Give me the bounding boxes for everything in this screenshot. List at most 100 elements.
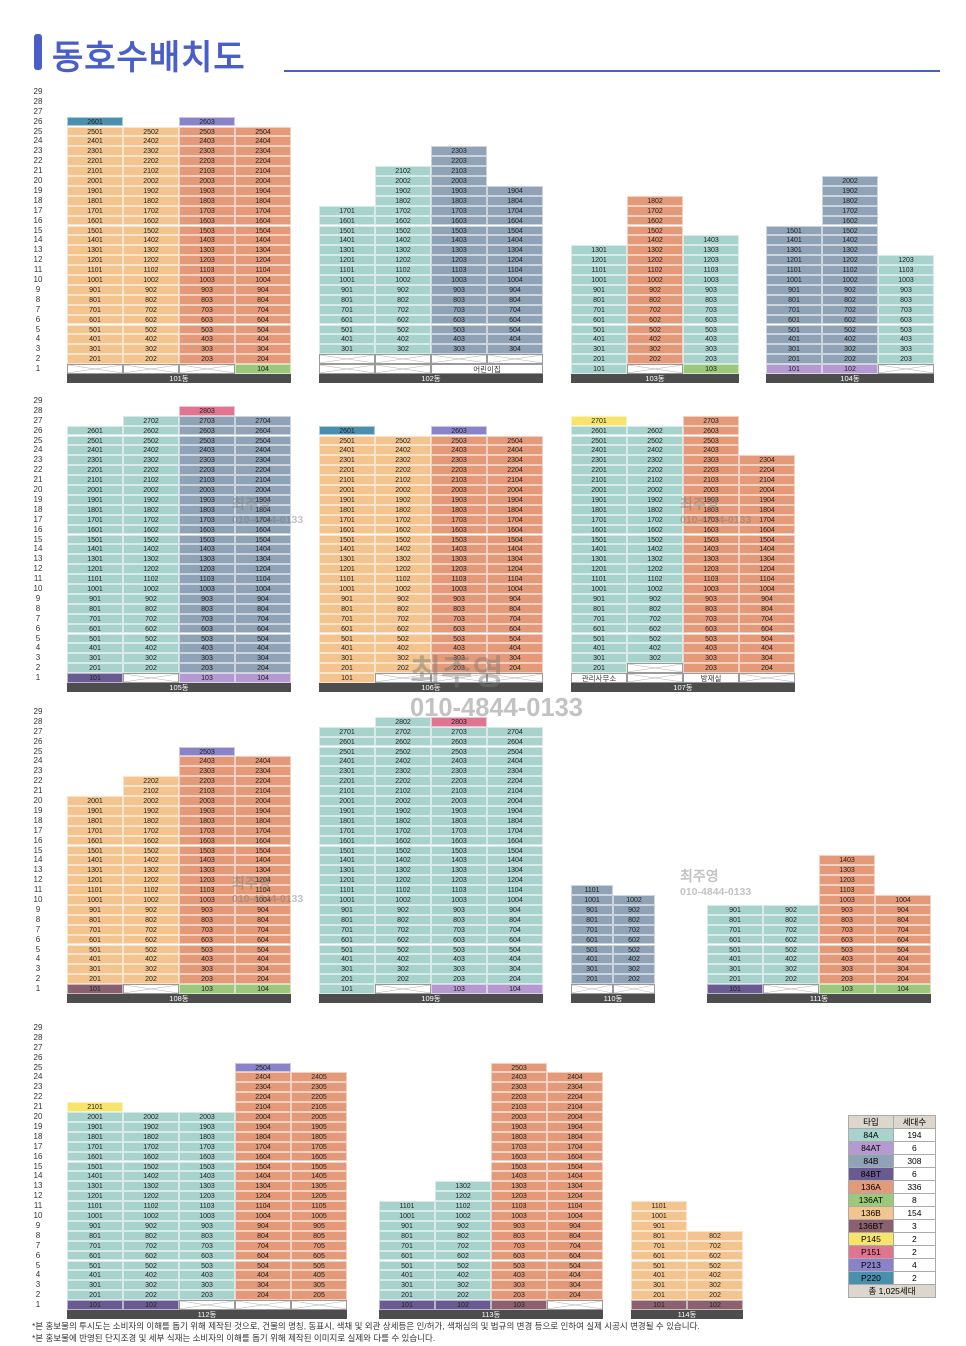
unit-cell: 1004	[487, 275, 543, 285]
unit-cell: 901	[631, 1220, 687, 1231]
floor-number: 17	[33, 514, 43, 524]
unit-cell: 702	[123, 613, 179, 624]
legend-count: 2	[892, 1245, 937, 1259]
unit-cell: 901	[67, 593, 123, 604]
unit-cell: 1702	[375, 514, 431, 525]
unit-cell: 101	[379, 1300, 435, 1310]
unit-cell: 703	[179, 613, 235, 624]
floor-number: 3	[35, 344, 41, 354]
unit-cell: 2602	[627, 425, 683, 436]
unit-cell: 1801	[67, 504, 123, 515]
floor-number: 19	[33, 185, 43, 195]
unit-cell: 1002	[627, 275, 683, 285]
floor-number: 20	[33, 796, 43, 805]
unit-cell: 401	[319, 334, 375, 345]
unit-cell: 1804	[487, 815, 543, 826]
unit-cell: 403	[431, 954, 487, 965]
unit-cell: 1703	[683, 514, 739, 525]
unit-cell: 201	[379, 1290, 435, 1301]
unit-cell: 203	[491, 1290, 547, 1301]
unit-cell: 2104	[235, 786, 291, 796]
unit-cell: 301	[319, 344, 375, 355]
unit-cell: 1901	[67, 185, 123, 196]
floor-number: 28	[33, 1032, 43, 1042]
unit-cell: 1804	[739, 504, 795, 515]
unit-cell: 303	[431, 653, 487, 664]
unit-cell: 1604	[487, 524, 543, 535]
unit-cell: 1001	[631, 1211, 687, 1221]
floor-number: 4	[35, 643, 41, 653]
unit-cell: 2103	[179, 475, 235, 485]
unit-cell: 603	[179, 1250, 235, 1261]
unit-cell: 305	[291, 1280, 347, 1291]
unit-cell: 2103	[683, 475, 739, 485]
floor-number: 14	[33, 235, 43, 245]
unit-cell: 2401	[67, 136, 123, 147]
unit-cell: 803	[179, 294, 235, 305]
unit-cell: 2403	[179, 445, 235, 456]
unit-cell: 2004	[235, 1112, 291, 1122]
unit-cell: 2004	[547, 1112, 603, 1122]
unit-cell: 701	[379, 1240, 435, 1251]
unit-cell: 1702	[123, 1141, 179, 1152]
unit-cell: 1203	[431, 564, 487, 575]
floor-number: 17	[33, 825, 43, 835]
piloti-cell	[627, 364, 683, 374]
unit-cell: 2102	[123, 475, 179, 485]
unit-cell: 602	[435, 1250, 491, 1261]
unit-cell: 1004	[487, 584, 543, 594]
unit-cell: 1201	[67, 1191, 123, 1202]
unit-cell: 2101	[67, 1102, 123, 1112]
unit-cell: 703	[431, 304, 487, 315]
unit-cell: 1403	[683, 235, 739, 246]
unit-cell: 601	[571, 314, 627, 325]
unit-cell: 2402	[123, 445, 179, 456]
unit-cell: 504	[739, 633, 795, 644]
floor-number: 10	[33, 275, 43, 284]
unit-cell: 604	[739, 623, 795, 634]
facility-label: 관리사무소	[571, 673, 627, 683]
unit-cell: 1903	[179, 1121, 235, 1132]
piloti-cell	[179, 364, 235, 374]
unit-cell: 2001	[67, 796, 123, 806]
floor-number: 1	[35, 1300, 41, 1310]
unit-cell: 2102	[375, 786, 431, 796]
unit-cell: 2202	[375, 776, 431, 787]
unit-cell: 2001	[319, 485, 375, 495]
unit-cell: 904	[739, 593, 795, 604]
unit-cell: 2404	[235, 136, 291, 147]
footnote-1: *본 홍보물의 투시도는 소비자의 이해를 돕기 위해 제작된 것으로, 건물의…	[32, 1321, 700, 1331]
unit-cell: 303	[179, 344, 235, 355]
unit-cell: 1904	[235, 805, 291, 816]
unit-cell: 1803	[491, 1131, 547, 1142]
unit-cell: 902	[613, 904, 655, 915]
unit-cell: 803	[179, 1230, 235, 1241]
unit-cell: 302	[822, 344, 878, 355]
unit-cell: 1102	[375, 265, 431, 275]
unit-cell: 1803	[683, 504, 739, 515]
floor-number: 29	[33, 395, 43, 405]
unit-cell: 801	[631, 1230, 687, 1241]
unit-cell: 2502	[627, 435, 683, 446]
unit-cell: 101	[67, 1300, 123, 1310]
unit-cell: 903	[683, 593, 739, 604]
legend-row: P145 2	[848, 1232, 937, 1246]
unit-cell: 2302	[375, 455, 431, 466]
floor-number: 5	[35, 944, 41, 954]
unit-cell: 602	[627, 314, 683, 325]
piloti-cell	[431, 354, 487, 365]
unit-cell: 2304	[487, 766, 543, 777]
unit-cell: 803	[431, 294, 487, 305]
unit-cell: 101	[67, 984, 123, 994]
unit-cell: 203	[683, 354, 739, 365]
unit-cell: 801	[766, 294, 822, 305]
unit-cell: 1703	[431, 514, 487, 525]
legend-total: 총 1,025세대	[848, 1284, 936, 1298]
unit-cell: 301	[319, 964, 375, 975]
floor-number: 8	[35, 1230, 41, 1240]
unit-cell: 1001	[319, 895, 375, 905]
unit-cell: 1502	[123, 225, 179, 236]
unit-cell: 1101	[766, 265, 822, 275]
piloti-cell	[547, 1300, 603, 1310]
unit-cell: 1304	[547, 1181, 603, 1192]
